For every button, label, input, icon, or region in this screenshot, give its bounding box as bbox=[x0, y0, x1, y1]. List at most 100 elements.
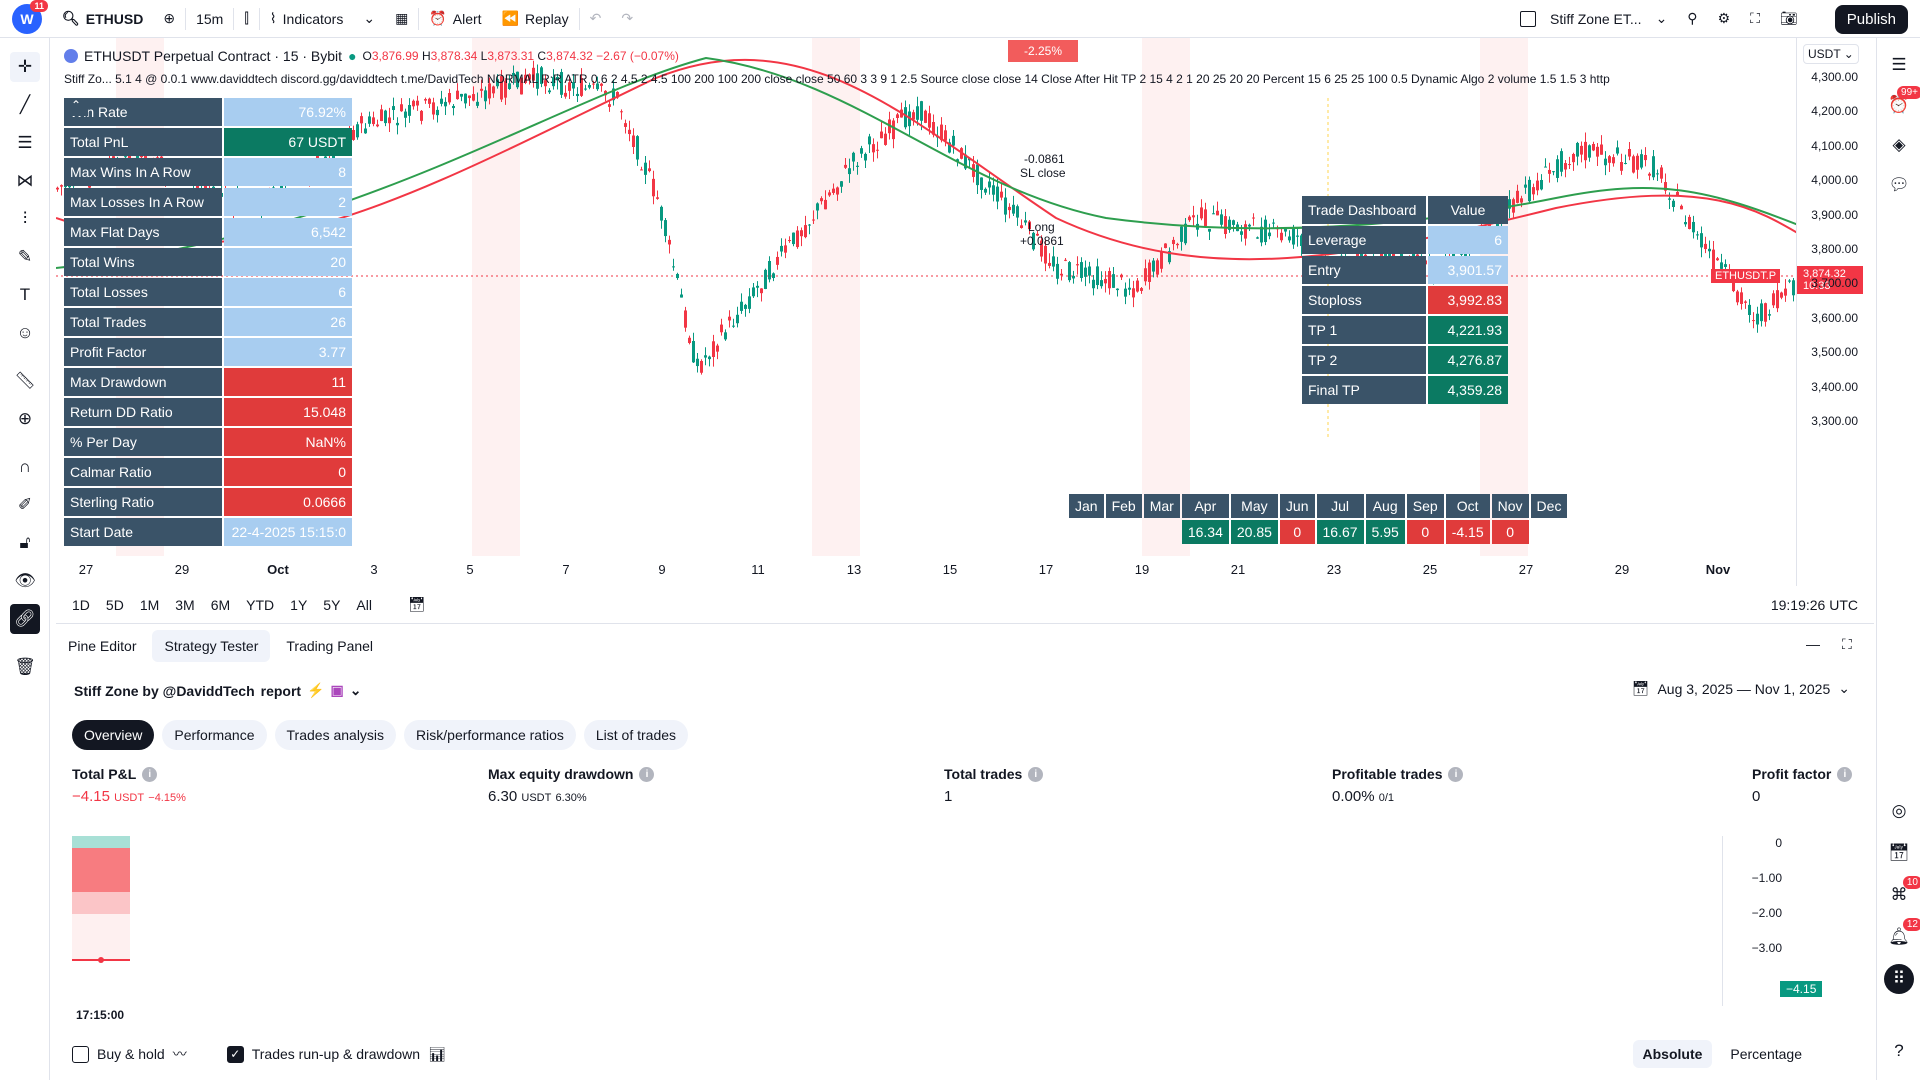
report-tab[interactable]: Overview bbox=[72, 720, 155, 750]
info-icon[interactable]: i bbox=[639, 766, 655, 782]
equity-time-label: 17:15:00 bbox=[76, 1008, 125, 1022]
indicator-legend[interactable]: Stiff Zo... 5.1 4 @ 0.0.1 www.daviddtech… bbox=[64, 72, 1610, 86]
undo-button[interactable]: ↶ bbox=[580, 0, 612, 38]
fullscreen-button[interactable]: ⛶ bbox=[1740, 0, 1770, 38]
dashboard-header: Trade Dashboard Value bbox=[1302, 196, 1508, 224]
link-icon[interactable]: 🔗︎ bbox=[10, 604, 40, 634]
report-tab[interactable]: Trades analysis bbox=[274, 720, 397, 750]
metric-value-row: 1 bbox=[944, 788, 1043, 805]
chart-type-button[interactable]: ⫿ bbox=[234, 0, 258, 38]
user-avatar[interactable]: W 11 bbox=[12, 0, 48, 34]
undo-icon: ↶ bbox=[589, 10, 602, 26]
range-button[interactable]: 1D bbox=[72, 596, 90, 613]
utc-clock[interactable]: 19:19:26 UTC bbox=[1770, 596, 1858, 613]
lock-icon[interactable]: 🔓︎ bbox=[19, 533, 31, 552]
range-buttons: 1D 5D 1M 3M 6M YTD 1Y 5Y All bbox=[64, 597, 380, 613]
minimize-panel-icon[interactable]: — bbox=[1806, 636, 1820, 652]
candle-body bbox=[356, 124, 359, 138]
date-range-label: Aug 3, 2025 — Nov 1, 2025 bbox=[1657, 680, 1831, 697]
report-tab[interactable]: Performance bbox=[162, 720, 267, 750]
range-button[interactable]: 5Y bbox=[323, 596, 341, 613]
chat-icon[interactable]: 💬︎ bbox=[1888, 175, 1910, 194]
trash-icon[interactable]: 🗑︎ bbox=[14, 657, 36, 676]
settings-button[interactable]: ⚙ bbox=[1708, 0, 1741, 38]
month-label: May bbox=[1230, 494, 1278, 518]
pattern-icon[interactable]: ⋈ bbox=[16, 171, 34, 190]
crosshair-icon[interactable]: ✛ bbox=[10, 52, 40, 82]
quick-search-button[interactable]: ⚲ bbox=[1677, 0, 1707, 38]
ruler-icon[interactable]: 📏︎ bbox=[14, 371, 36, 390]
stats-value: 67 USDT bbox=[224, 128, 352, 156]
range-button[interactable]: 3M bbox=[175, 596, 195, 613]
text-icon[interactable]: T bbox=[19, 285, 31, 304]
panel-tab[interactable]: Trading Panel bbox=[286, 638, 374, 654]
zoom-icon[interactable]: ⊕ bbox=[17, 409, 33, 428]
fib-icon[interactable]: ☰ bbox=[17, 133, 33, 152]
collapse-button[interactable]: ⌃ bbox=[64, 98, 88, 116]
brush-icon[interactable]: ✎ bbox=[17, 247, 33, 266]
calendar-icon[interactable]: 📅︎ bbox=[1888, 843, 1910, 862]
range-button[interactable]: 1M bbox=[139, 596, 160, 613]
indicators-label: Indicators bbox=[282, 10, 344, 27]
line-chart-icon: 〰 bbox=[172, 1046, 187, 1062]
snapshot-button[interactable]: 📷︎ bbox=[1770, 0, 1808, 38]
watchlist-icon[interactable]: ☰ bbox=[1891, 55, 1907, 74]
time-tick: 21 bbox=[1230, 562, 1246, 577]
time-tick: Nov bbox=[1705, 562, 1731, 577]
layers-icon[interactable]: ◈ bbox=[1892, 135, 1906, 154]
target-icon[interactable]: ◎ bbox=[1891, 801, 1907, 820]
candle-body bbox=[408, 104, 411, 116]
indicators-button[interactable]: ⌇ Indicators ⌄ bbox=[260, 0, 385, 38]
panel-tab[interactable]: Pine Editor bbox=[68, 638, 137, 654]
notifications-icon[interactable]: 🔔︎ 12 bbox=[1884, 918, 1920, 952]
panel-tab[interactable]: Strategy Tester bbox=[152, 630, 271, 662]
network-icon[interactable]: ⌘ 10 bbox=[1884, 876, 1920, 910]
price-axis[interactable]: USDT ⌄ ETHUSDT.P 3,874.32 10:33 4,300.00… bbox=[1711, 38, 1866, 586]
symbol-search[interactable]: 🔍︎ ETHUSD bbox=[52, 0, 153, 38]
currency-select[interactable]: USDT ⌄ bbox=[1803, 44, 1859, 64]
publish-button[interactable]: Publish bbox=[1834, 5, 1908, 34]
time-axis[interactable]: 27 29 Oct 3 5 7 9 11 13 15 17 19 21 23 25 27 29 Nov bbox=[56, 558, 1756, 584]
forecast-icon[interactable]: ⫶ bbox=[22, 209, 28, 228]
runup-checkbox[interactable]: ✓ Trades run-up & drawdown 📊︎ bbox=[226, 1045, 446, 1063]
report-tab[interactable]: List of trades bbox=[583, 720, 689, 750]
alerts-icon[interactable]: ⏰ 99+ bbox=[1884, 86, 1920, 120]
percentage-button[interactable]: Percentage bbox=[1730, 1046, 1802, 1062]
lock-drawing-icon[interactable]: ✐ bbox=[17, 495, 33, 514]
info-icon[interactable]: i bbox=[1028, 766, 1044, 782]
absolute-button[interactable]: Absolute bbox=[1632, 1040, 1713, 1068]
session-zone bbox=[1142, 38, 1190, 556]
report-tab[interactable]: Risk/performance ratios bbox=[404, 720, 576, 750]
chart-pane[interactable]: ETHUSDT Perpetual Contract · 15 · Bybit … bbox=[56, 38, 1806, 586]
calendar-range-icon[interactable]: 📅︎ bbox=[407, 596, 426, 612]
templates-button[interactable]: ▦ bbox=[385, 0, 418, 38]
candle-body bbox=[724, 332, 727, 340]
replay-button[interactable]: ⏪ Replay bbox=[492, 0, 579, 38]
add-symbol-button[interactable]: ⊕ bbox=[153, 0, 185, 38]
range-button[interactable]: 5D bbox=[105, 596, 124, 613]
candle-body bbox=[1752, 320, 1755, 322]
magnet-icon[interactable]: ∩ bbox=[18, 457, 32, 476]
range-button[interactable]: 6M bbox=[210, 596, 231, 613]
strategy-title-row[interactable]: Stiff Zone by @DaviddTech report ⚡ ▣ ⌄ bbox=[74, 682, 362, 699]
emoji-icon[interactable]: ☺ bbox=[16, 323, 34, 342]
metric-label-row: Total P&L i bbox=[72, 766, 186, 782]
range-button[interactable]: 1Y bbox=[290, 596, 308, 613]
alert-button[interactable]: ⏰ Alert bbox=[419, 0, 491, 38]
apps-icon[interactable]: ⠿ bbox=[1884, 964, 1914, 994]
info-icon[interactable]: i bbox=[1837, 766, 1853, 782]
maximize-panel-icon[interactable]: ⛶ bbox=[1842, 636, 1852, 652]
buy-hold-checkbox[interactable]: Buy & hold 〰 bbox=[72, 1044, 187, 1064]
date-range-select[interactable]: 📅︎ Aug 3, 2025 — Nov 1, 2025 ⌄ bbox=[1632, 680, 1850, 697]
trendline-icon[interactable]: ╱ bbox=[19, 95, 31, 114]
candle-body bbox=[1720, 262, 1723, 269]
info-icon[interactable]: i bbox=[1448, 766, 1464, 782]
range-button[interactable]: All bbox=[356, 596, 372, 613]
range-button[interactable]: YTD bbox=[246, 596, 275, 613]
eye-icon[interactable]: 👁︎ bbox=[14, 571, 36, 590]
interval-button[interactable]: 15m bbox=[196, 10, 224, 27]
info-icon[interactable]: i bbox=[142, 766, 158, 782]
redo-button[interactable]: ↷ bbox=[611, 0, 643, 38]
help-icon[interactable]: ? bbox=[1894, 1041, 1904, 1060]
layout-button[interactable]: Stiff Zone ET... ⌄ bbox=[1510, 0, 1677, 38]
